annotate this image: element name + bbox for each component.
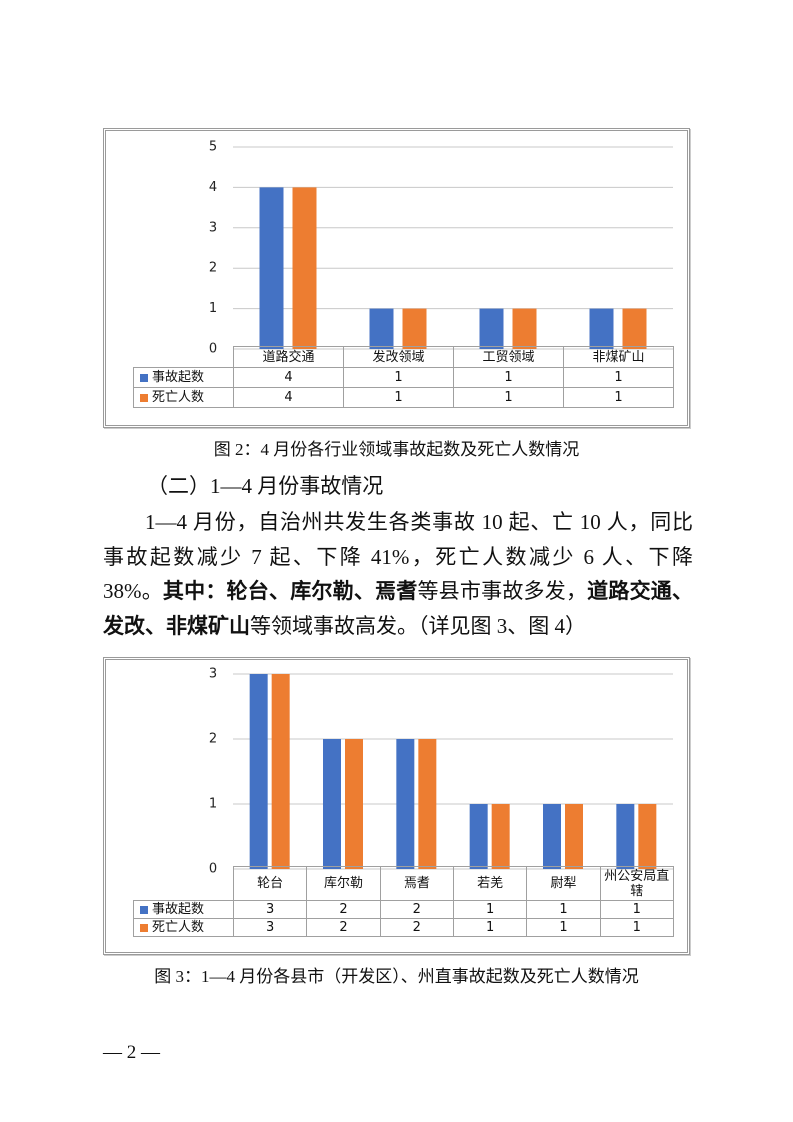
text-run: 1—4 月份，自治州共发生各类事故 10 起、亡 10 人，同比事故起数减少 7… — [103, 510, 693, 603]
legend-cell: 死亡人数 — [133, 918, 234, 937]
legend-swatch — [140, 905, 148, 914]
y-tick-label: 1 — [209, 301, 217, 316]
value-cell: 1 — [526, 900, 601, 919]
bar — [479, 308, 504, 349]
bar — [491, 804, 510, 869]
legend-label: 事故起数 — [152, 902, 205, 917]
x-tick-label: 焉耆 — [379, 866, 454, 901]
table-header-row: 轮台 库尔勒 焉耆 若羌 尉犁 州公安局直辖 — [134, 866, 674, 901]
legend-swatch — [140, 923, 148, 932]
empty-cell — [134, 867, 234, 901]
bar — [543, 804, 561, 869]
value-cell: 3 — [232, 918, 308, 937]
text-run: 等县市事故多发， — [417, 579, 588, 603]
y-tick-label: 3 — [209, 667, 217, 682]
text-run: 道路交通、发改、非煤矿山 — [103, 579, 694, 638]
value-cell: 1 — [452, 900, 528, 919]
section-heading: （二）1—4 月份事故情况 — [147, 474, 384, 498]
bar — [369, 308, 394, 349]
value-cell: 1 — [526, 918, 601, 937]
value-cell: 1 — [599, 900, 674, 919]
y-tick-label: 2 — [209, 261, 217, 276]
x-tick-label: 非煤矿山 — [563, 346, 674, 368]
legend-swatch — [140, 393, 148, 402]
bar — [323, 739, 341, 869]
value-cell: 1 — [453, 387, 564, 408]
value-cell: 4 — [233, 387, 344, 408]
caption: 图 2：4 月份各行业领域事故起数及死亡人数情况 — [213, 440, 580, 459]
y-tick-label: 1 — [209, 797, 217, 812]
bar — [512, 308, 537, 349]
bar — [622, 308, 647, 349]
bar — [469, 804, 488, 869]
value-cell: 2 — [306, 918, 381, 937]
bar — [271, 674, 290, 869]
value-cell: 1 — [563, 387, 674, 408]
bar — [396, 739, 415, 869]
legend-swatch — [140, 373, 148, 382]
table-row: 事故起数 3 2 2 1 1 1 — [133, 900, 674, 919]
y-tick-label: 4 — [209, 180, 217, 195]
value-cell: 3 — [232, 900, 308, 919]
y-tick-label: 5 — [209, 140, 217, 155]
x-tick-label: 轮台 — [232, 866, 308, 901]
x-tick-label: 库尔勒 — [306, 866, 381, 901]
legend-label: 死亡人数 — [152, 390, 205, 405]
x-tick-label: 州公安局直辖 — [599, 866, 674, 901]
bar — [292, 187, 317, 349]
y-tick-label: 0 — [209, 862, 217, 877]
data-table: 轮台 库尔勒 焉耆 若羌 尉犁 州公安局直辖 事故起数 3 2 2 1 1 1 死亡人数 3 2 2 1 1 1 — [133, 866, 674, 937]
chart: 0 1 2 3 轮台 库尔勒 焉耆 若羌 尉犁 州公安局直辖 事故起数 3 2 2 1 1 1 死亡人数 3 2 2 1 1… — [103, 657, 690, 955]
page-number: — 2 — — [103, 1042, 160, 1063]
legend-cell: 事故起数 — [133, 367, 234, 388]
legend-cell: 事故起数 — [133, 900, 234, 919]
data-table: 道路交通 发改领域 工贸领域 非煤矿山 事故起数 4 1 1 1 死亡人数 4 1 1 1 — [133, 346, 674, 408]
x-tick-label: 尉犁 — [526, 866, 601, 901]
value-cell: 4 — [233, 367, 344, 388]
empty-cell — [134, 347, 234, 368]
bar — [402, 308, 427, 349]
text-run: 等领域事故高发。（详见图 3、图 4） — [250, 613, 586, 638]
value-cell: 2 — [306, 900, 381, 919]
table-row: 死亡人数 4 1 1 1 — [133, 387, 674, 408]
y-tick-label: 0 — [209, 342, 217, 357]
bar — [589, 308, 614, 349]
value-cell: 2 — [379, 900, 454, 919]
paragraph: 1—4 月份，自治州共发生各类事故 10 起、亡 10 人，同比事故起数减少 7… — [103, 505, 693, 643]
text-run: 其中：轮台、库尔勒、焉耆 — [162, 579, 418, 603]
value-cell: 1 — [343, 387, 454, 408]
legend-label: 事故起数 — [152, 370, 205, 385]
table-row: 死亡人数 3 2 2 1 1 1 — [133, 918, 674, 937]
value-cell: 1 — [343, 367, 454, 388]
bar — [418, 739, 437, 869]
x-tick-label: 若羌 — [452, 866, 528, 901]
bar — [638, 804, 657, 869]
table-header-row: 道路交通 发改领域 工贸领域 非煤矿山 — [134, 346, 674, 368]
bar — [565, 804, 583, 869]
chart: 0 1 2 3 4 5 道路交通 发改领域 工贸领域 非煤矿山 事故起数 4 1 1 1 死亡人数 4 1 1 1 — [103, 128, 690, 428]
value-cell: 1 — [563, 367, 674, 388]
bar — [249, 674, 268, 869]
y-tick-label: 2 — [209, 732, 217, 747]
bar — [345, 739, 363, 869]
x-tick-label: 道路交通 — [233, 346, 344, 368]
value-cell: 2 — [379, 918, 454, 937]
legend-label: 死亡人数 — [152, 920, 205, 935]
caption: 图 3：1—4 月份各县市（开发区）、州直事故起数及死亡人数情况 — [154, 967, 639, 986]
plot: 0 1 2 3 — [209, 667, 673, 877]
plot: 0 1 2 3 4 5 — [209, 140, 673, 357]
value-cell: 1 — [453, 367, 564, 388]
bar — [259, 187, 284, 349]
value-cell: 1 — [599, 918, 674, 937]
table-row: 事故起数 4 1 1 1 — [133, 367, 674, 388]
y-tick-label: 3 — [209, 220, 217, 235]
value-cell: 1 — [452, 918, 528, 937]
legend-cell: 死亡人数 — [133, 387, 234, 408]
x-tick-label: 工贸领域 — [453, 346, 564, 368]
x-tick-label: 发改领域 — [343, 346, 454, 368]
bar — [616, 804, 635, 869]
